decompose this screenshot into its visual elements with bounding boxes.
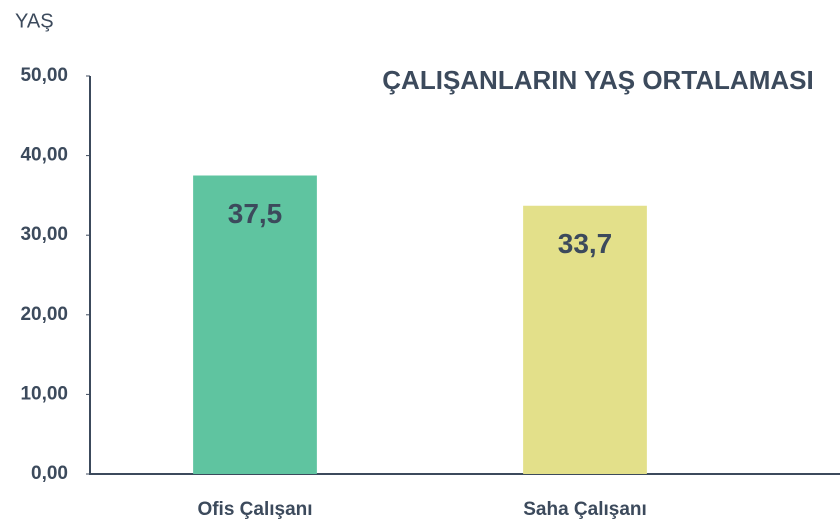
chart-title: ÇALIŞANLARIN YAŞ ORTALAMASI	[382, 65, 813, 95]
y-tick-label: 40,00	[20, 145, 68, 166]
y-tick-label: 30,00	[20, 224, 68, 245]
value-label: 33,7	[558, 228, 613, 259]
bar	[523, 205, 647, 475]
x-tick-label: Saha Çalışanı	[523, 499, 647, 520]
y-tick-label: 0,00	[31, 463, 68, 484]
y-axis-label: YAŞ	[15, 10, 54, 32]
y-tick-label: 20,00	[20, 304, 68, 325]
y-tick-label: 10,00	[20, 383, 68, 404]
value-label: 37,5	[228, 198, 283, 229]
x-tick-label: Ofis Çalışanı	[197, 499, 312, 520]
bar	[193, 175, 317, 474]
y-tick-label: 50,00	[20, 65, 68, 86]
